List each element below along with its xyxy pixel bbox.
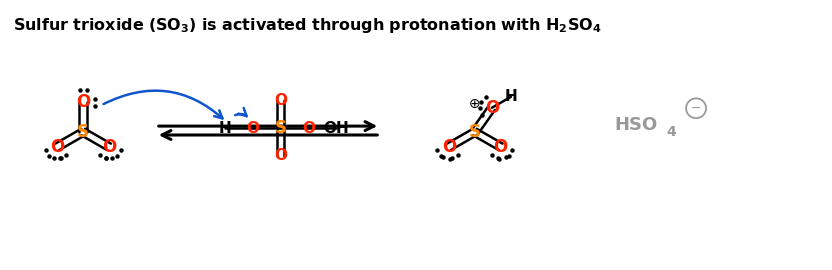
Text: ⊕: ⊕ (469, 97, 481, 111)
Text: HSO: HSO (614, 116, 657, 134)
Text: S: S (468, 123, 481, 141)
Text: O: O (102, 138, 116, 156)
Text: O: O (485, 99, 499, 117)
Text: 4: 4 (666, 125, 676, 139)
FancyArrowPatch shape (103, 91, 222, 119)
FancyArrowPatch shape (235, 108, 246, 116)
Text: S: S (275, 119, 286, 137)
Text: O: O (274, 93, 287, 108)
Text: O: O (493, 138, 508, 156)
Text: O: O (50, 138, 64, 156)
Text: O: O (442, 138, 456, 156)
Text: H: H (218, 121, 231, 136)
Text: O: O (302, 121, 314, 136)
Text: −: − (691, 102, 701, 115)
Text: O: O (274, 148, 287, 163)
Text: H: H (504, 89, 518, 104)
Text: S: S (77, 123, 89, 141)
Text: O: O (246, 121, 259, 136)
Text: O: O (76, 93, 90, 111)
Text: $\bf{Sulfur\ trioxide\ (SO_3)\ is\ activated\ through\ protonation\ with\ H_2SO_: $\bf{Sulfur\ trioxide\ (SO_3)\ is\ activ… (13, 16, 602, 35)
Text: OH: OH (324, 121, 349, 136)
